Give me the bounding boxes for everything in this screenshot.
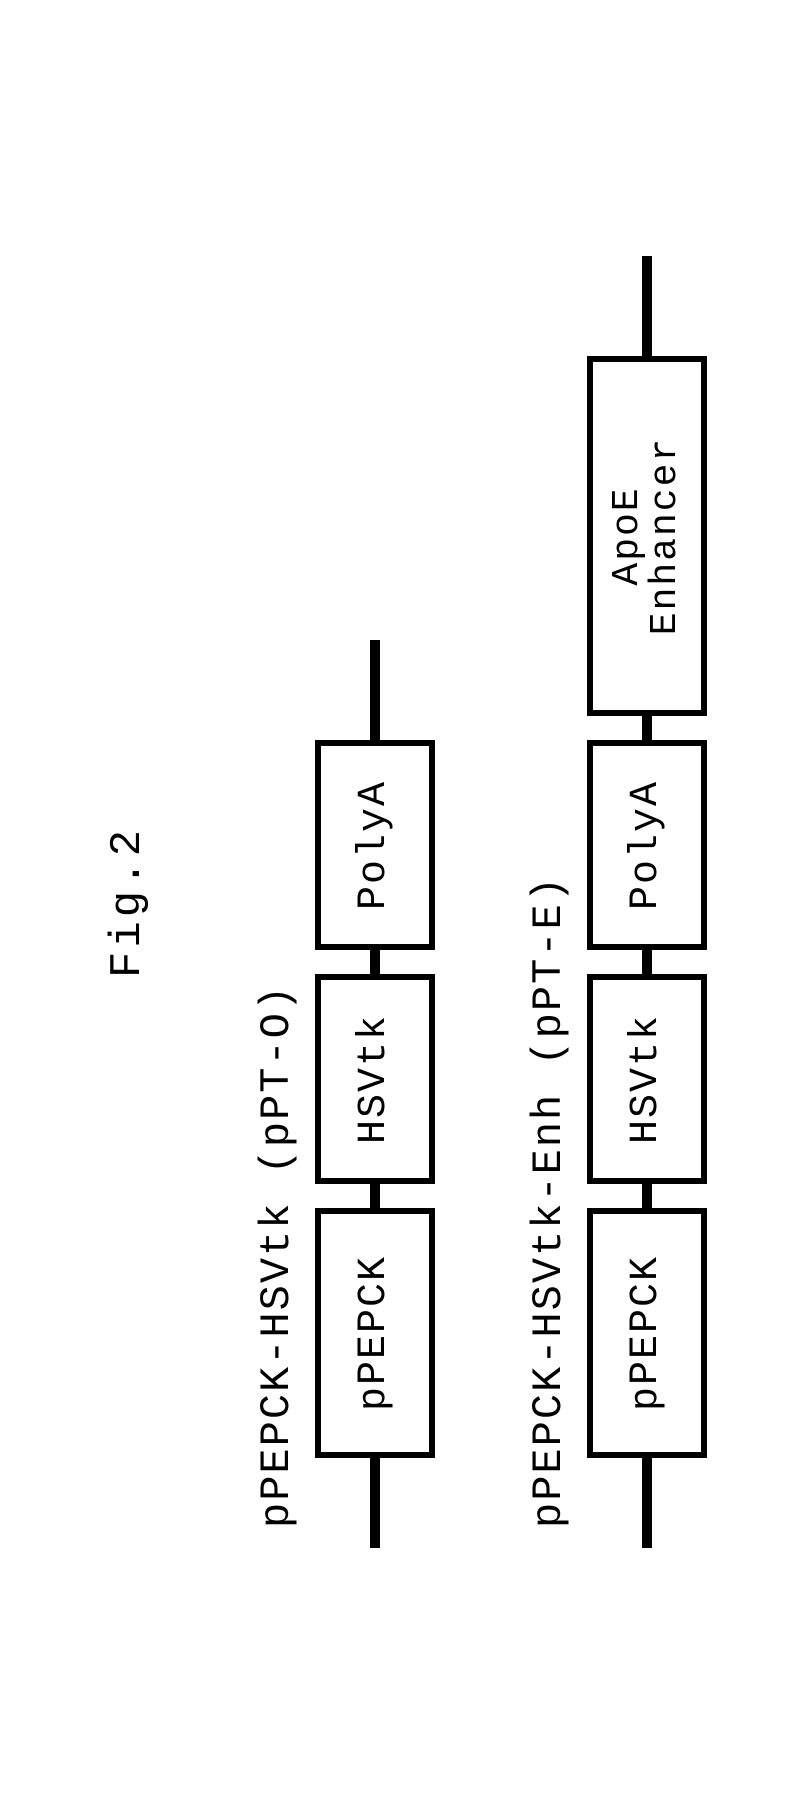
backbone-line xyxy=(642,950,652,974)
construct-pPT-E: pPEPCK-HSVtk-Enh (pPT-E) pPEPCK HSVtk Po… xyxy=(525,256,707,1548)
element-box-PolyA: PolyA xyxy=(315,740,435,950)
backbone-line xyxy=(642,1458,652,1548)
backbone-line xyxy=(642,256,652,356)
element-box-pPEPCK: pPEPCK xyxy=(315,1208,435,1458)
backbone-line xyxy=(642,716,652,740)
backbone-line xyxy=(370,950,380,974)
construct-pPT-E-title: pPEPCK-HSVtk-Enh (pPT-E) xyxy=(525,875,573,1528)
backbone-line xyxy=(642,1184,652,1208)
construct-pPT-E-row: pPEPCK HSVtk PolyA ApoE Enhancer xyxy=(587,256,707,1548)
constructs-wrap: pPEPCK-HSVtk (pPT-O) pPEPCK HSVtk PolyA … xyxy=(253,256,707,1548)
element-box-ApoE-Enhancer: ApoE Enhancer xyxy=(587,356,707,716)
backbone-line xyxy=(370,1184,380,1208)
backbone-line xyxy=(370,1458,380,1548)
figure-rotated-container: Fig.2 pPEPCK-HSVtk (pPT-O) pPEPCK HSVtk … xyxy=(103,256,707,1548)
element-box-HSVtk: HSVtk xyxy=(315,974,435,1184)
element-box-HSVtk: HSVtk xyxy=(587,974,707,1184)
construct-pPT-O-row: pPEPCK HSVtk PolyA xyxy=(315,640,435,1548)
construct-pPT-O-title: pPEPCK-HSVtk (pPT-O) xyxy=(253,984,301,1528)
page: Fig.2 pPEPCK-HSVtk (pPT-O) pPEPCK HSVtk … xyxy=(0,0,810,1804)
figure-label: Fig.2 xyxy=(103,826,153,978)
construct-pPT-O: pPEPCK-HSVtk (pPT-O) pPEPCK HSVtk PolyA xyxy=(253,640,435,1548)
element-box-pPEPCK: pPEPCK xyxy=(587,1208,707,1458)
backbone-line xyxy=(370,640,380,740)
element-box-PolyA: PolyA xyxy=(587,740,707,950)
